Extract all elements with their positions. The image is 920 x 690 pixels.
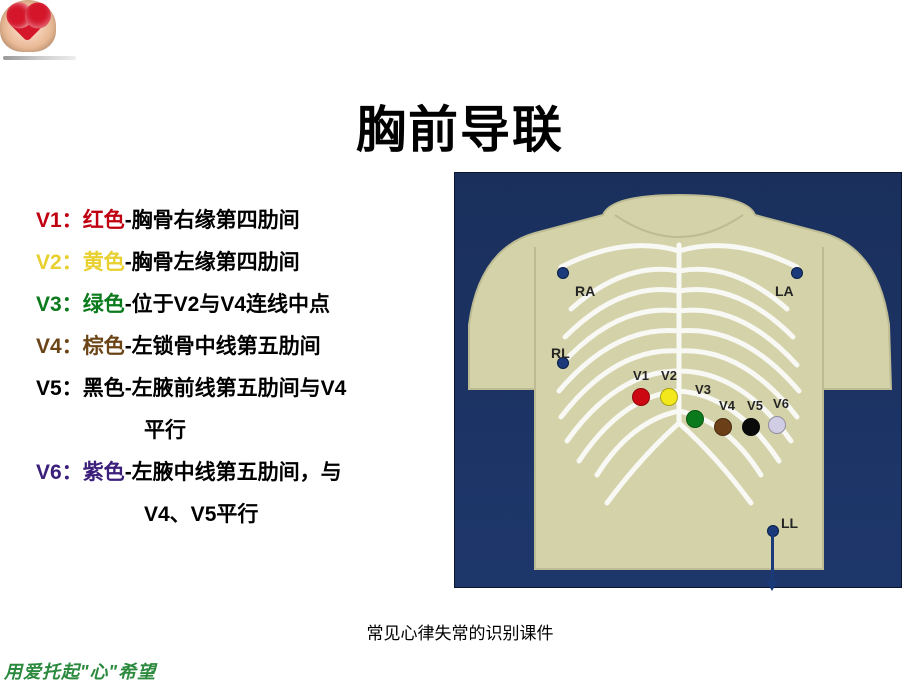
- ecg-label: V2: [661, 368, 677, 383]
- ecg-dot: [660, 388, 678, 406]
- ecg-label: V6: [773, 396, 789, 411]
- legend-prefix: V1：: [36, 209, 83, 232]
- legend-color-name: 黑色: [83, 377, 125, 400]
- legend-color-name: 红色: [83, 209, 125, 232]
- limb-label: RL: [551, 345, 570, 361]
- legend-color-name: 紫色: [83, 461, 125, 484]
- logo-heart-hands: [0, 0, 56, 52]
- legend-desc: -胸骨左缘第四肋间: [125, 251, 300, 274]
- slogan-part: 希望: [118, 662, 156, 682]
- hands-icon: [0, 0, 56, 52]
- legend-item: V5：黑色-左腋前线第五肋间与V4: [36, 368, 446, 410]
- ecg-label: V1: [633, 368, 649, 383]
- slogan-part: 用爱托起: [4, 662, 80, 682]
- legend-sub: 平行: [36, 410, 446, 452]
- heart-icon: [10, 6, 45, 41]
- legend-list: V1：红色-胸骨右缘第四肋间V2：黄色-胸骨左缘第四肋间V3：绿色-位于V2与V…: [36, 200, 446, 536]
- slogan-part: "心": [80, 662, 118, 682]
- limb-label: LA: [775, 283, 794, 299]
- ecg-dot: [714, 418, 732, 436]
- ecg-label: V4: [719, 398, 735, 413]
- ecg-label: V3: [695, 382, 711, 397]
- legend-item: V4：棕色-左锁骨中线第五肋间: [36, 326, 446, 368]
- legend-prefix: V4：: [36, 335, 83, 358]
- legend-item: V6：紫色-左腋中线第五肋间，与: [36, 452, 446, 494]
- legend-prefix: V6：: [36, 461, 83, 484]
- logo-underline: [3, 56, 76, 60]
- limb-label: LL: [781, 515, 798, 531]
- legend-desc: -左腋前线第五肋间与V4: [125, 377, 347, 400]
- legend-desc: -位于V2与V4连线中点: [125, 293, 330, 316]
- legend-color-name: 绿色: [83, 293, 125, 316]
- footer-caption: 常见心律失常的识别课件: [0, 619, 920, 644]
- ecg-dot: [686, 410, 704, 428]
- torso-diagram: RA LA RL LL V1 V2 V3 V4 V5 V6: [454, 172, 902, 588]
- legend-item: V1：红色-胸骨右缘第四肋间: [36, 200, 446, 242]
- legend-prefix: V3：: [36, 293, 83, 316]
- legend-prefix: V5：: [36, 377, 83, 400]
- legend-desc: -胸骨右缘第四肋间: [125, 209, 300, 232]
- footer-slogan: 用爱托起"心"希望: [4, 658, 156, 684]
- legend-color-name: 黄色: [83, 251, 125, 274]
- limb-dot: [791, 267, 803, 279]
- ecg-dot: [742, 418, 760, 436]
- limb-dot: [557, 267, 569, 279]
- legend-color-name: 棕色: [83, 335, 125, 358]
- legend-item: V2：黄色-胸骨左缘第四肋间: [36, 242, 446, 284]
- down-arrow-icon: [771, 535, 774, 583]
- ecg-dot: [632, 388, 650, 406]
- legend-desc: -左腋中线第五肋间，与: [125, 461, 342, 484]
- limb-label: RA: [575, 283, 595, 299]
- ecg-label: V5: [747, 398, 763, 413]
- legend-prefix: V2：: [36, 251, 83, 274]
- legend-desc: -左锁骨中线第五肋间: [125, 335, 321, 358]
- page-title: 胸前导联: [0, 90, 920, 162]
- ecg-dot: [768, 416, 786, 434]
- legend-item: V3：绿色-位于V2与V4连线中点: [36, 284, 446, 326]
- torso-svg: [455, 173, 903, 589]
- legend-sub: V4、V5平行: [36, 494, 446, 536]
